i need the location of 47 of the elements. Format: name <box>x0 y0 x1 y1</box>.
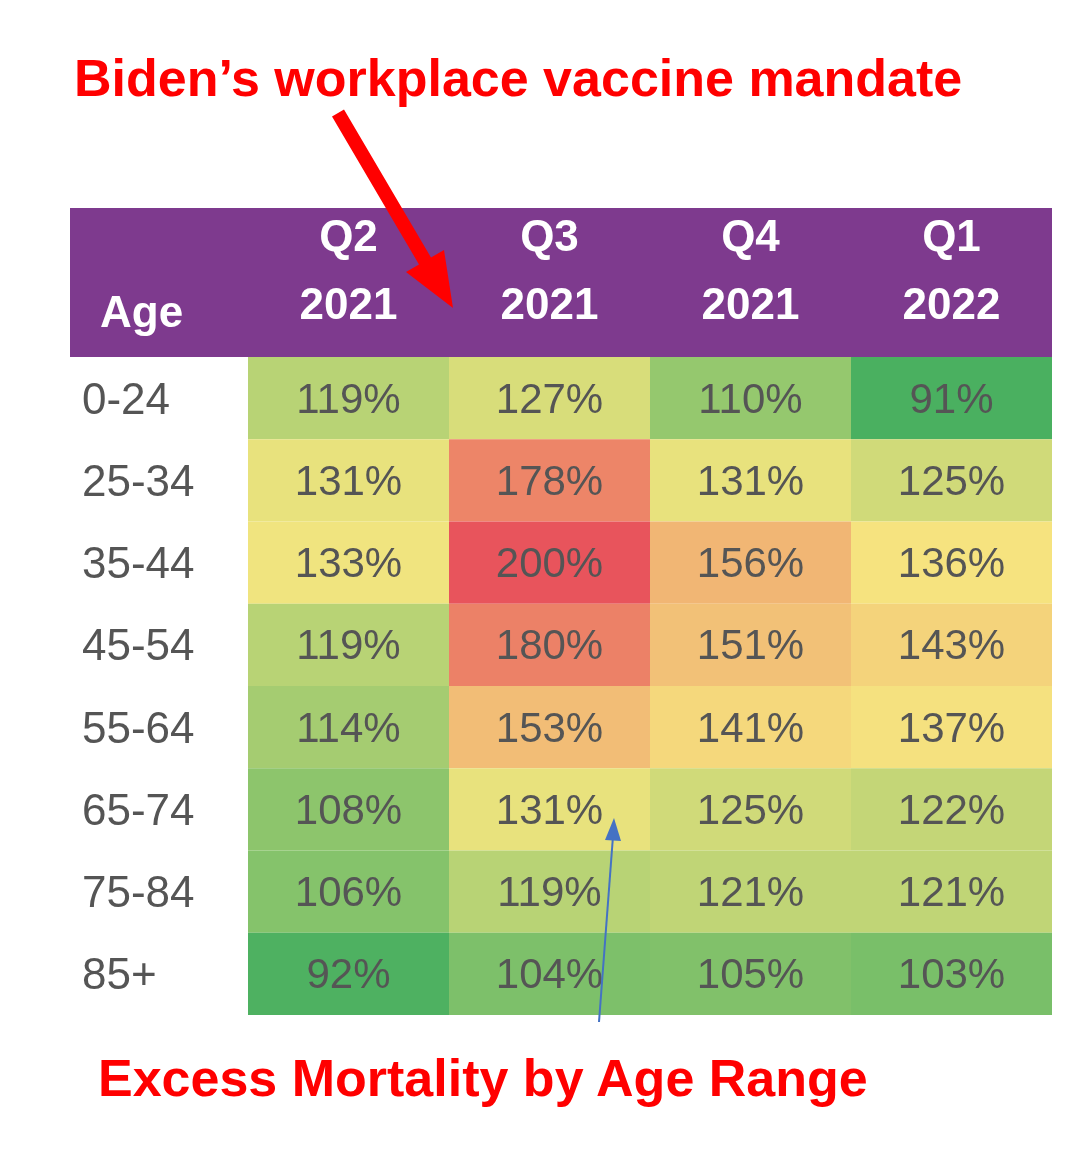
y-tick-label: 85+ <box>82 949 157 999</box>
data-label: 122% <box>897 785 1006 833</box>
data-label: 110% <box>698 374 803 422</box>
y-tick-label: 0-24 <box>82 373 171 423</box>
text: Biden’s workplace vaccine mandate <box>74 48 963 108</box>
x-tick-label: Q1 2022 <box>902 211 1001 328</box>
data-label: 200% <box>495 539 604 587</box>
data-label: 119% <box>296 374 401 422</box>
data-label: 141% <box>696 703 805 751</box>
x-tick-label: Q3 2021 <box>500 211 599 328</box>
data-label: 137% <box>897 703 1006 751</box>
data-label: 127% <box>495 374 604 422</box>
data-label: 91% <box>909 374 994 422</box>
data-label: 114% <box>296 703 401 751</box>
x-tick-label: Q2 2021 <box>299 211 398 328</box>
data-label: 151% <box>696 621 805 669</box>
y-tick-label: 45-54 <box>82 620 195 670</box>
data-label: 153% <box>495 703 604 751</box>
y-axis-title: Age <box>100 287 184 337</box>
data-label: 121% <box>897 868 1006 916</box>
y-tick-label: 55-64 <box>82 702 195 752</box>
data-label: 103% <box>897 950 1006 998</box>
data-label: 92% <box>306 950 391 998</box>
y-tick-label: 75-84 <box>82 867 195 917</box>
text: Excess Mortality by Age Range <box>98 1048 868 1108</box>
data-label: 105% <box>696 950 805 998</box>
data-label: 106% <box>294 868 403 916</box>
y-tick-label: 25-34 <box>82 455 195 505</box>
data-label: 121% <box>696 868 805 916</box>
data-label: 143% <box>897 621 1006 669</box>
data-label: 178% <box>495 456 604 504</box>
data-label: 131% <box>294 456 403 504</box>
data-label: 125% <box>897 456 1006 504</box>
data-label: 180% <box>495 621 604 669</box>
y-tick-label: 65-74 <box>82 784 195 834</box>
data-label: 108% <box>294 785 403 833</box>
data-label: 131% <box>696 456 805 504</box>
data-label: 119% <box>296 621 401 669</box>
data-label: 136% <box>897 539 1006 587</box>
x-tick-label: Q4 2021 <box>701 211 800 328</box>
data-label: 133% <box>294 539 403 587</box>
data-label: 119% <box>497 868 602 916</box>
y-tick-label: 35-44 <box>82 538 195 588</box>
data-label: 131% <box>495 785 604 833</box>
data-label: 125% <box>696 785 805 833</box>
data-label: 156% <box>696 539 805 587</box>
data-label: 104% <box>495 950 604 998</box>
